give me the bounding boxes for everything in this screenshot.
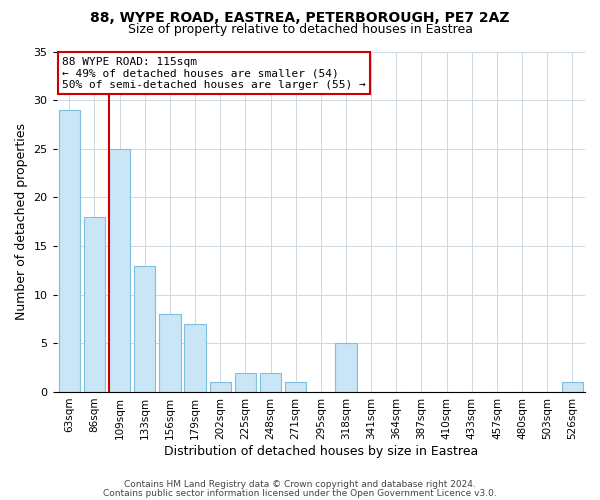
Bar bbox=[562, 382, 583, 392]
Bar bbox=[84, 217, 105, 392]
Bar bbox=[209, 382, 231, 392]
Text: Contains HM Land Registry data © Crown copyright and database right 2024.: Contains HM Land Registry data © Crown c… bbox=[124, 480, 476, 489]
Bar bbox=[184, 324, 206, 392]
Text: 88, WYPE ROAD, EASTREA, PETERBOROUGH, PE7 2AZ: 88, WYPE ROAD, EASTREA, PETERBOROUGH, PE… bbox=[90, 11, 510, 25]
Bar bbox=[159, 314, 181, 392]
Bar bbox=[59, 110, 80, 392]
Bar bbox=[260, 372, 281, 392]
Text: 88 WYPE ROAD: 115sqm
← 49% of detached houses are smaller (54)
50% of semi-detac: 88 WYPE ROAD: 115sqm ← 49% of detached h… bbox=[62, 56, 366, 90]
Y-axis label: Number of detached properties: Number of detached properties bbox=[15, 123, 28, 320]
Bar bbox=[109, 149, 130, 392]
Text: Size of property relative to detached houses in Eastrea: Size of property relative to detached ho… bbox=[128, 22, 473, 36]
Text: Contains public sector information licensed under the Open Government Licence v3: Contains public sector information licen… bbox=[103, 488, 497, 498]
X-axis label: Distribution of detached houses by size in Eastrea: Distribution of detached houses by size … bbox=[164, 444, 478, 458]
Bar bbox=[335, 344, 357, 392]
Bar bbox=[285, 382, 307, 392]
Bar bbox=[235, 372, 256, 392]
Bar bbox=[134, 266, 155, 392]
